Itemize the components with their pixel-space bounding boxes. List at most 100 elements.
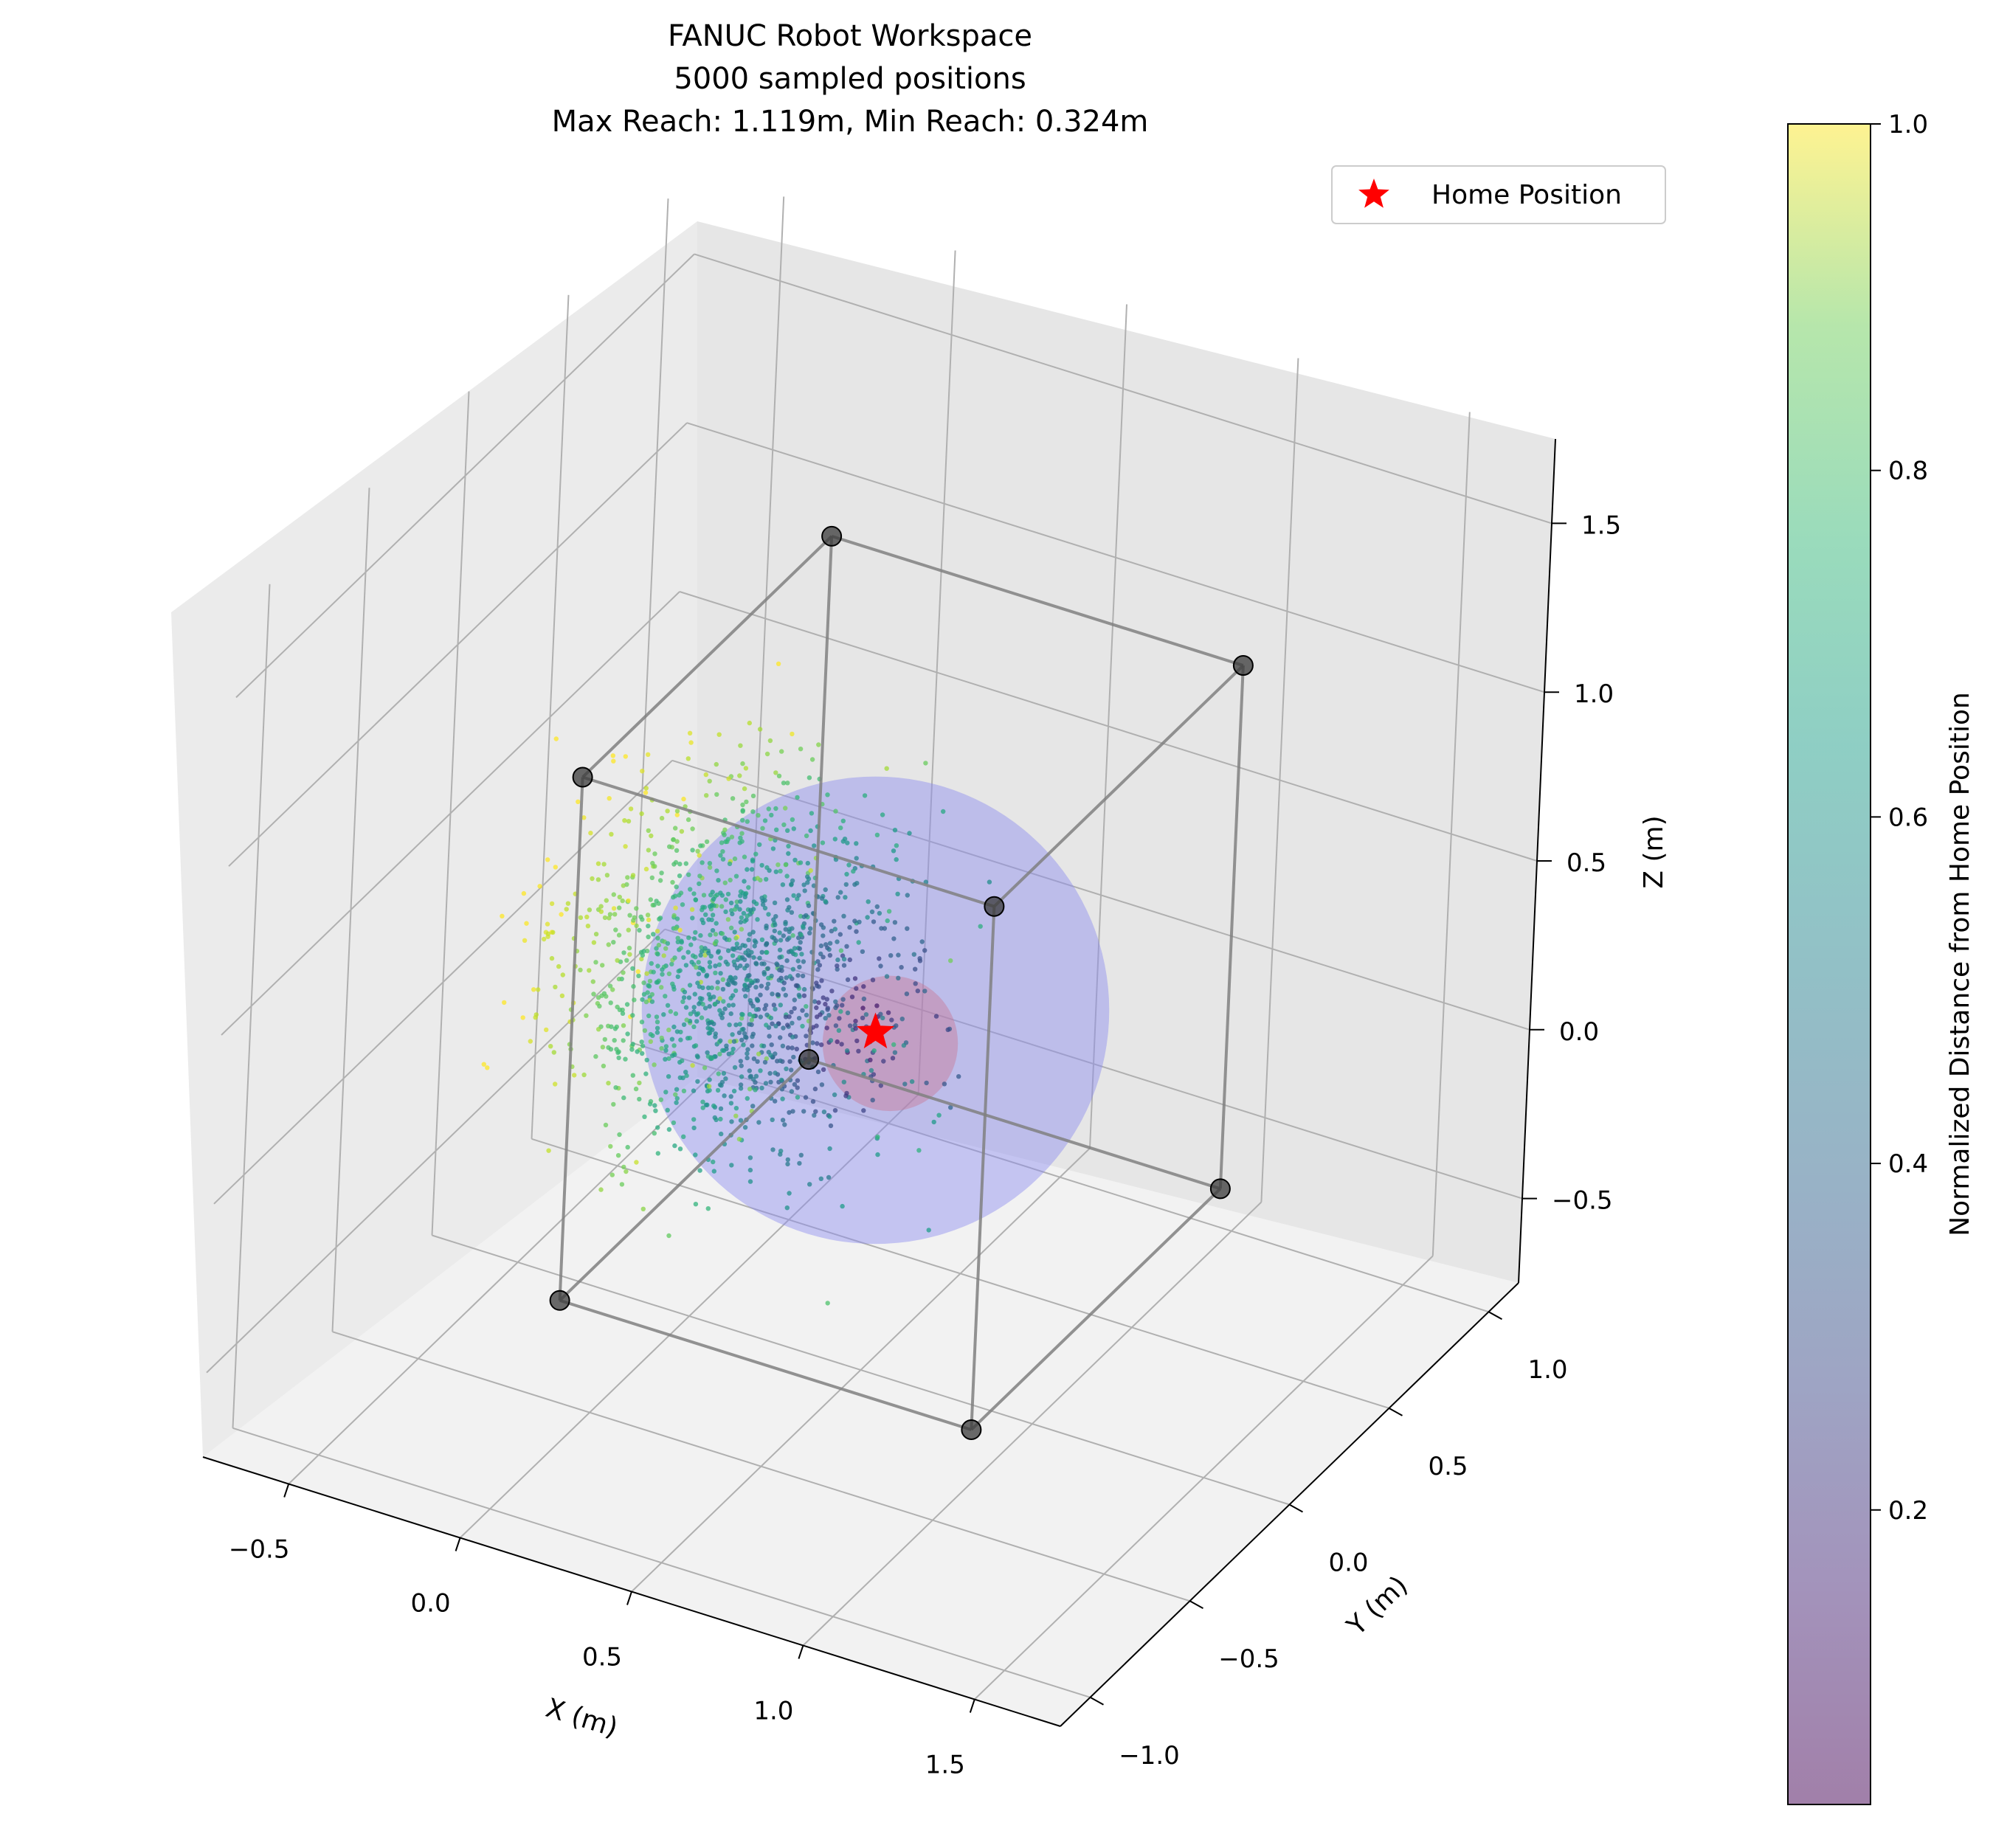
sample-point [832, 1108, 838, 1113]
sample-point [611, 892, 616, 897]
sample-point [750, 809, 756, 814]
sample-point [740, 1012, 745, 1017]
sample-point [854, 841, 859, 846]
sample-point [753, 961, 759, 966]
sample-point [630, 1042, 635, 1047]
sample-point [649, 999, 655, 1004]
sample-point [738, 835, 743, 841]
sample-point [741, 910, 747, 916]
sample-point [759, 961, 764, 966]
sample-point [781, 986, 787, 992]
sample-point [815, 959, 821, 964]
sample-point [629, 1047, 635, 1052]
sample-point [797, 964, 802, 970]
sample-point [727, 861, 733, 867]
sample-point [942, 1082, 947, 1087]
sample-point [746, 937, 751, 943]
sample-point [732, 856, 738, 862]
sample-point [607, 912, 613, 917]
sample-point [663, 1056, 668, 1062]
x-axis-label: X (m) [542, 1693, 621, 1743]
sample-point [635, 969, 640, 975]
sample-point [704, 972, 710, 978]
sample-point [767, 738, 773, 744]
chart-title: FANUC Robot Workspace 5000 sampled posit… [552, 19, 1149, 139]
sample-point [531, 987, 536, 992]
sample-point [674, 812, 680, 817]
sample-point [790, 932, 795, 938]
sample-point [665, 1003, 671, 1008]
sample-point [814, 980, 819, 986]
sample-point [800, 1023, 805, 1029]
sample-point [607, 796, 612, 801]
sample-point [760, 902, 766, 907]
sample-point [821, 995, 826, 1000]
sample-point [745, 1051, 750, 1056]
sample-point [756, 1120, 761, 1125]
sample-point [559, 912, 564, 917]
sample-point [745, 1055, 750, 1061]
sample-point [826, 1013, 832, 1018]
sample-point [739, 1037, 745, 1043]
sample-point [783, 921, 788, 927]
sample-point [528, 1039, 533, 1044]
sample-point [651, 969, 656, 975]
workspace-box-edge [1218, 665, 1245, 1189]
sample-point [654, 1025, 660, 1031]
sample-point [719, 904, 725, 909]
sample-point [740, 817, 745, 823]
sample-point [801, 914, 806, 919]
sample-point [701, 968, 706, 974]
sample-point [764, 1056, 770, 1062]
sample-point [936, 1112, 942, 1118]
sample-point [776, 862, 781, 868]
sample-point [787, 1110, 792, 1115]
sample-point [628, 806, 634, 811]
sample-point [674, 839, 680, 844]
sample-point [780, 882, 786, 887]
sample-point [758, 992, 763, 997]
sample-point [785, 1157, 791, 1163]
sample-point [733, 935, 739, 941]
sample-point [707, 865, 713, 871]
sample-point [923, 761, 928, 766]
sample-point [643, 790, 649, 795]
sample-point [856, 940, 861, 945]
sample-point [621, 1038, 626, 1043]
sample-point [747, 1179, 753, 1184]
sample-point [679, 938, 684, 944]
sample-point [878, 963, 883, 969]
sample-point [765, 981, 771, 987]
sample-point [697, 1168, 702, 1173]
sample-point [673, 1011, 679, 1017]
sample-point [795, 1078, 801, 1083]
sample-point [761, 969, 767, 975]
sample-point [826, 1174, 832, 1180]
z-gridline-back [671, 759, 1530, 1031]
sample-point [776, 661, 781, 666]
sample-point [776, 992, 781, 997]
sample-point [715, 980, 720, 985]
sample-point [674, 885, 679, 890]
sample-point [739, 831, 745, 836]
sample-point [832, 927, 838, 932]
sample-point [706, 950, 711, 956]
sample-point [768, 1053, 773, 1058]
sample-point [795, 958, 801, 963]
sample-point [608, 1000, 613, 1006]
workspace-box-edge [831, 534, 1244, 667]
sample-point [660, 967, 665, 972]
sample-point [551, 1050, 556, 1055]
sample-point [773, 1006, 778, 1012]
sample-point [701, 893, 707, 898]
sample-point [637, 1096, 642, 1102]
sample-point [773, 1023, 778, 1029]
sample-point [884, 974, 890, 979]
sample-point [565, 901, 571, 906]
sample-point [744, 1035, 749, 1040]
sample-point [801, 959, 806, 964]
sample-point [907, 831, 912, 836]
sample-point [621, 1023, 626, 1028]
sample-point [615, 1153, 621, 1158]
sample-point [681, 955, 686, 961]
